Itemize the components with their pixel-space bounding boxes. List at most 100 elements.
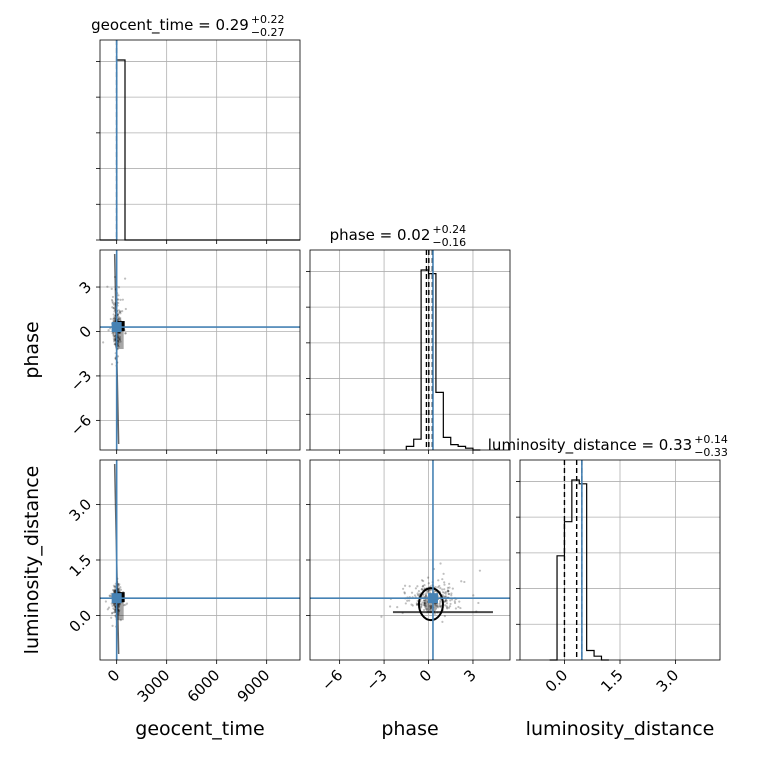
sample-point <box>119 318 122 321</box>
sample-point <box>113 611 116 614</box>
sample-point <box>109 317 112 321</box>
sample-point <box>111 295 114 299</box>
sample-point <box>112 607 115 610</box>
sample-point <box>421 601 424 604</box>
panel-phase-vs-phase: phase = 0.02 +0.24−0.16 <box>306 223 511 454</box>
sample-point <box>434 585 437 589</box>
sample-point <box>112 317 115 320</box>
sample-point <box>113 590 117 593</box>
sample-point <box>445 599 448 602</box>
sample-point <box>119 312 122 315</box>
axes-frame <box>99 459 301 661</box>
sample-point <box>446 586 450 589</box>
sample-point <box>429 606 433 609</box>
sample-point <box>429 604 432 607</box>
sample-point <box>424 593 427 596</box>
sample-point <box>420 605 423 608</box>
sample-point <box>117 313 120 316</box>
sample-point <box>447 589 450 593</box>
density-block <box>115 600 124 621</box>
sample-point <box>118 603 122 606</box>
sample-point <box>430 605 433 608</box>
sample-point <box>447 606 451 609</box>
title-upper-error: +0.24 <box>432 223 466 236</box>
sample-point <box>439 601 442 604</box>
sample-point <box>113 335 117 338</box>
sample-point <box>119 588 123 591</box>
sample-point <box>114 609 117 612</box>
sample-point <box>112 334 115 337</box>
tick-label-y: −6 <box>67 411 95 439</box>
tick-label-x: 0 <box>104 666 123 685</box>
sample-point <box>445 605 448 608</box>
sample-point <box>117 343 120 346</box>
title-text: geocent_time = 0.29 <box>91 16 249 35</box>
sample-point <box>118 603 121 606</box>
sample-point <box>102 341 105 344</box>
sample-point <box>111 611 114 614</box>
histogram-luminosity_distance <box>549 479 609 661</box>
sample-point <box>428 604 431 608</box>
sample-point <box>444 595 447 598</box>
tick-label-x: 0.0 <box>542 666 572 696</box>
sample-point <box>106 285 109 288</box>
sample-point <box>119 331 122 335</box>
sample-point <box>439 605 443 608</box>
sample-point <box>118 587 121 590</box>
sample-point <box>449 599 452 602</box>
sample-point <box>119 310 122 313</box>
histogram-geocent_time <box>100 59 300 241</box>
sample-point <box>124 603 127 606</box>
sample-point <box>112 589 115 592</box>
sample-point <box>112 604 116 607</box>
sample-point <box>427 582 430 585</box>
sample-point <box>119 619 122 622</box>
sample-point <box>113 343 116 346</box>
title-text: phase = 0.02 <box>330 226 431 244</box>
sample-point <box>450 598 454 601</box>
sample-point <box>117 336 120 339</box>
sample-point <box>112 320 115 323</box>
sample-point <box>424 602 427 605</box>
sample-point <box>447 592 450 596</box>
sample-point <box>448 605 452 608</box>
sample-point <box>106 608 109 611</box>
sample-point <box>411 604 414 607</box>
sample-point <box>112 313 115 316</box>
sample-point <box>410 603 413 606</box>
sample-point <box>439 562 442 565</box>
sample-point <box>112 584 116 587</box>
sample-point <box>121 298 124 301</box>
sample-point <box>113 608 116 611</box>
sample-point <box>113 338 116 341</box>
sample-point <box>423 601 426 605</box>
sample-point <box>117 298 120 301</box>
sample-point <box>119 586 122 589</box>
sample-point <box>418 593 421 596</box>
ylabel-luminosity_distance: luminosity_distance <box>21 466 43 655</box>
sample-point <box>109 594 112 598</box>
sample-point <box>112 591 115 594</box>
sample-point <box>118 583 121 586</box>
tick-label-x: 3000 <box>134 666 174 706</box>
sample-point <box>423 583 426 587</box>
axes-frame <box>309 249 511 451</box>
sample-point <box>117 331 120 334</box>
xlabel-geocent_time: geocent_time <box>135 718 264 740</box>
sample-point <box>463 580 466 584</box>
tick-label-y: 3.0 <box>66 495 96 525</box>
sample-point <box>116 341 120 344</box>
sample-point <box>427 591 430 594</box>
sample-point <box>112 603 116 606</box>
sample-point <box>437 579 440 582</box>
sample-point <box>444 600 447 603</box>
sample-point <box>124 332 127 335</box>
sample-point <box>111 332 114 335</box>
sample-point <box>117 317 121 320</box>
sample-point <box>119 310 122 313</box>
sample-point <box>396 606 399 609</box>
sample-point <box>389 605 392 608</box>
sample-point <box>414 587 418 590</box>
sample-point <box>442 572 445 575</box>
tick-label-x: 1.5 <box>597 666 627 696</box>
